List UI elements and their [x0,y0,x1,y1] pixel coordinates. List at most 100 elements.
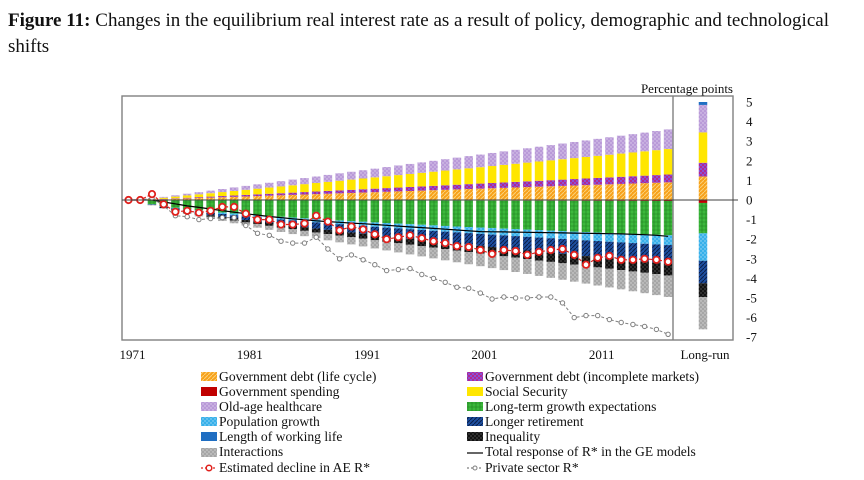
point-estimated-decline-in-ae-r-2012 [605,251,614,260]
bar-segment-government-debt-life-cycle-1977 [194,198,204,200]
bar-segment-old-age-healthcare-1996 [417,162,426,173]
point-estimated-decline-in-ae-r-1985 [288,220,297,229]
bar-segment-long-term-growth-expectations-1991 [358,200,368,222]
legend-swatch-government-debt-incomplete-markets [467,372,483,382]
bar-segment-old-age-healthcare-2005 [523,148,532,163]
bar-segment-old-age-healthcare-2015 [640,132,649,152]
bar-segment-government-debt-life-cycle-1988 [323,193,333,200]
bar-segment-social-security-1978 [206,193,215,197]
point-private-sector-r-1994 [395,266,401,273]
x-tick-label: 1991 [354,347,380,362]
bar-segment-old-age-healthcare-2016 [652,131,661,151]
y-tick-label: -1 [746,212,757,227]
bar-segment-interactions-1980 [229,220,239,224]
bar-segment-government-debt-incomplete-markets-2008 [558,179,567,186]
bar-segment-longer-retirement-1997 [429,230,438,242]
point-private-sector-r-2005 [524,295,530,301]
bar-segment-population-growth-2013 [616,233,626,243]
bar-segment-government-spending-long-run [698,200,708,203]
point-private-sector-r-2001 [477,290,484,296]
bar-segment-old-age-healthcare-2007 [546,145,556,161]
bar-segment-old-age-healthcare-1976 [182,193,192,196]
bar-segment-government-debt-incomplete-markets-1979 [218,196,227,198]
bar-segment-government-debt-incomplete-markets-1991 [358,189,368,193]
point-private-sector-r-2016 [653,326,660,333]
point-estimated-decline-in-ae-r-1982 [253,215,262,224]
bar-segment-government-debt-incomplete-markets-2007 [546,180,556,187]
point-private-sector-r-2015 [641,323,648,330]
point-estimated-decline-in-ae-r-2003 [499,245,508,255]
point-private-sector-r-1976 [184,214,190,220]
point-estimated-decline-in-ae-r-2002 [487,249,497,258]
bar-segment-longer-retirement-2011 [593,241,602,258]
bar-segment-government-debt-life-cycle-long-run [698,176,708,200]
legend-swatch-long-term-growth-expectations [467,402,483,412]
bar-segment-interactions-2002 [487,254,497,269]
legend-item-population-growth: Population growth [200,414,376,429]
bar-segment-old-age-healthcare-1994 [394,165,403,176]
bar-segment-long-term-growth-expectations-2012 [605,200,614,234]
bar-segment-interactions-long-run [698,297,708,330]
bar-segment-long-term-growth-expectations-1978 [206,200,215,212]
bar-segment-long-term-growth-expectations-2001 [476,200,485,228]
bar-segment-long-term-growth-expectations-1997 [429,200,438,226]
bar-segment-long-term-growth-expectations-1994 [394,200,403,224]
bar-segment-old-age-healthcare-1979 [218,189,227,193]
bar-segment-interactions-2003 [499,256,509,271]
bar-segment-long-term-growth-expectations-1995 [405,200,415,225]
bar-segment-interactions-2017 [663,275,673,298]
bar-segment-government-debt-incomplete-markets-2014 [628,176,638,184]
bar-segment-government-debt-incomplete-markets-1997 [429,185,438,191]
bar-segment-old-age-healthcare-2017 [663,129,673,150]
bar-segment-interactions-1994 [394,243,403,253]
bar-segment-long-term-growth-expectations-1984 [276,200,286,217]
bar-segment-government-debt-incomplete-markets-1993 [382,188,391,192]
legend-label: Government debt (incomplete markets) [485,369,700,384]
bar-segment-social-security-1987 [311,183,321,192]
bar-segment-inequality-1996 [417,239,426,247]
bar-segment-interactions-2010 [581,266,591,284]
bar-segment-old-age-healthcare-2000 [464,156,473,169]
figure-title: Figure 11: Changes in the equilibrium re… [8,8,858,60]
bar-segment-government-debt-incomplete-markets-1980 [229,195,239,197]
bar-segment-long-term-growth-expectations-1999 [452,200,462,227]
bar-segment-long-term-growth-expectations-2017 [663,200,673,236]
point-estimated-decline-in-ae-r-2004 [511,246,520,256]
bar-segment-interactions-2012 [605,268,614,288]
point-estimated-decline-in-ae-r-2000 [464,242,473,252]
bar-segment-government-debt-life-cycle-1979 [218,197,227,200]
legend-item-interactions: Interactions [200,444,376,459]
bar-segment-government-debt-incomplete-markets-1985 [288,192,297,195]
legend-swatch-interactions [201,447,217,457]
figure-caption: Changes in the equilibrium real interest… [8,10,829,57]
bar-segment-interactions-2006 [534,260,544,276]
y-axis-label: Percentage points [641,81,733,96]
bar-segment-longer-retirement-2004 [511,236,520,250]
x-tick-label: 1981 [237,347,263,362]
bar-segment-government-debt-life-cycle-1975 [171,198,180,200]
bar-segment-longer-retirement-1988 [323,223,333,230]
bar-segment-government-debt-incomplete-markets-2002 [487,183,497,189]
bar-segment-interactions-2016 [652,274,661,296]
point-private-sector-r-2011 [595,312,601,319]
point-private-sector-r-1984 [278,238,284,244]
bar-segment-long-term-growth-expectations-2005 [523,200,532,230]
point-private-sector-r-1991 [360,257,366,263]
point-estimated-decline-in-ae-r-1990 [347,222,356,231]
bar-segment-inequality-2014 [628,260,638,272]
bar-segment-longer-retirement-2003 [499,235,509,249]
bar-segment-old-age-healthcare-2001 [476,154,485,168]
point-private-sector-r-1999 [454,284,460,290]
bar-segment-inequality-1987 [311,228,321,233]
bar-segment-inequality-1986 [300,227,309,231]
legend-swatch-total-response-of-r-in-the-ge-models [467,451,483,454]
bar-segment-old-age-healthcare-1993 [382,167,391,177]
bar-segment-inequality-2011 [593,257,602,268]
bar-segment-interactions-1995 [405,244,415,255]
bar-segment-government-debt-incomplete-markets-2015 [640,175,649,184]
bar-segment-government-debt-life-cycle-1999 [452,189,462,200]
bar-segment-inequality-2008 [558,253,567,264]
bar-segment-old-age-healthcare-1980 [229,187,239,191]
point-estimated-decline-in-ae-r-1997 [429,237,438,246]
point-estimated-decline-in-ae-r-1994 [394,233,403,242]
